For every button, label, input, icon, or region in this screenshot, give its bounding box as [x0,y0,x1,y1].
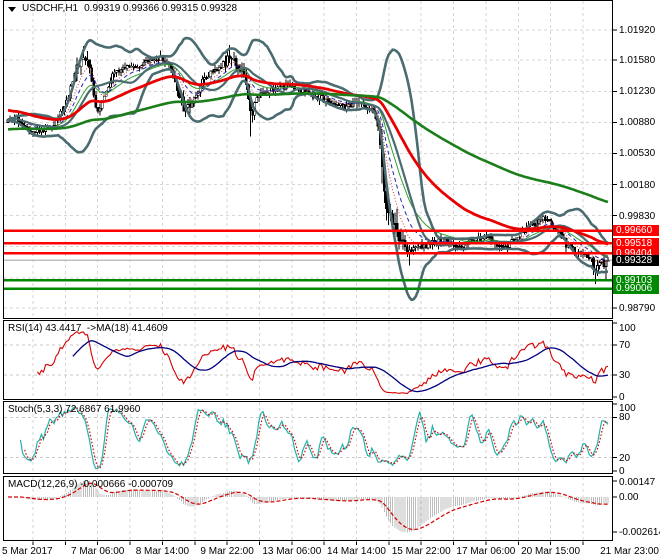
stoch-header-label: Stoch(5,3,3) 72.6867 61.9960 [8,404,141,415]
symbol-marker-icon[interactable] [8,6,16,12]
symbol-label: USDCHF,H1 [22,3,79,14]
rsi-header-label: RSI(14) 43.4417 ->MA(18) 41.4609 [8,323,168,334]
chart-header: USDCHF,H1 0.99319 0.99366 0.99315 0.9932… [8,3,237,15]
ohlc-quotes: 0.99319 0.99366 0.99315 0.99328 [84,3,238,14]
main-chart-area[interactable] [4,1,612,318]
macd-header-label: MACD(12,26,9) -0.000666 -0.000709 [8,479,174,490]
